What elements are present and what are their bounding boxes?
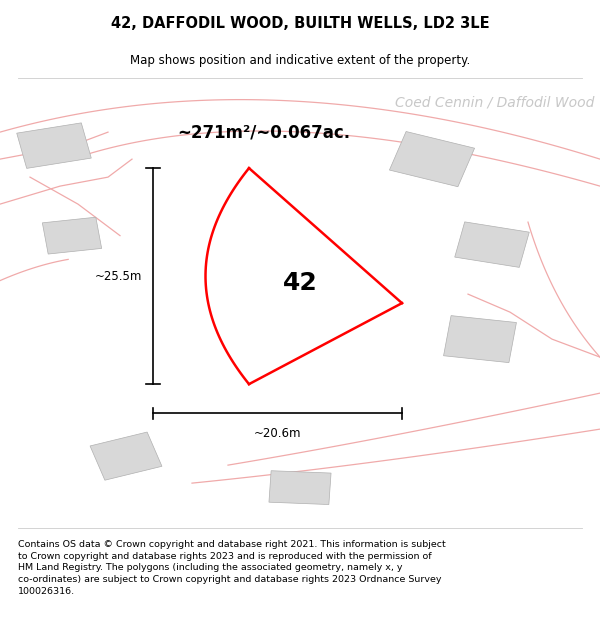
Polygon shape [455, 222, 529, 268]
Polygon shape [443, 316, 517, 362]
Text: Contains OS data © Crown copyright and database right 2021. This information is : Contains OS data © Crown copyright and d… [18, 540, 446, 596]
Text: Coed Cennin / Daffodil Wood: Coed Cennin / Daffodil Wood [395, 96, 594, 110]
Polygon shape [90, 432, 162, 480]
Text: ~271m²/~0.067ac.: ~271m²/~0.067ac. [177, 123, 350, 141]
Polygon shape [17, 123, 91, 168]
Polygon shape [269, 471, 331, 504]
Text: 42, DAFFODIL WOOD, BUILTH WELLS, LD2 3LE: 42, DAFFODIL WOOD, BUILTH WELLS, LD2 3LE [110, 16, 490, 31]
Text: ~20.6m: ~20.6m [254, 427, 301, 440]
Polygon shape [251, 256, 349, 324]
Polygon shape [43, 217, 101, 254]
Polygon shape [206, 168, 402, 384]
Text: Map shows position and indicative extent of the property.: Map shows position and indicative extent… [130, 54, 470, 68]
Polygon shape [389, 131, 475, 187]
Text: 42: 42 [283, 271, 317, 295]
Text: ~25.5m: ~25.5m [95, 269, 142, 282]
